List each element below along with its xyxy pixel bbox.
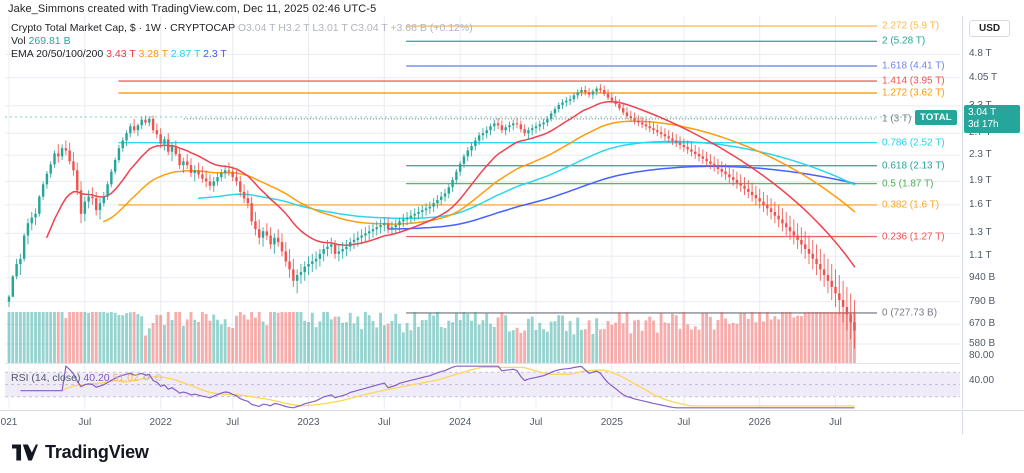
fib-level-label[interactable]: 0.618 (2.13 T)	[882, 160, 945, 172]
time-tick: 2025	[600, 417, 623, 428]
tradingview-logo[interactable]: TradingView	[12, 442, 149, 463]
legend-symbol-row[interactable]: Crypto Total Market Cap, $ · 1W · CRYPTO…	[11, 22, 473, 35]
current-price-value: 3.04 T	[968, 106, 997, 118]
eye-icon[interactable]	[142, 373, 151, 382]
fib-level-label[interactable]: 0.5 (1.87 T)	[882, 178, 934, 190]
price-axis[interactable]: USD 4.8 T4.05 T3.3 T2.7 T2.3 T1.9 T1.6 T…	[962, 16, 1024, 409]
time-tick: 2024	[449, 417, 472, 428]
legend-volume-row[interactable]: Vol 269.81 B	[11, 35, 473, 48]
price-tick: 4.05 T	[969, 71, 998, 83]
time-tick: Jul	[829, 417, 842, 428]
settings-icon[interactable]	[154, 373, 163, 382]
ema20-value: 3.43 T	[106, 48, 136, 60]
rsi-tick: 40.00	[969, 374, 995, 386]
ema50-value: 3.28 T	[138, 48, 168, 60]
fib-level-label[interactable]: 0.382 (1.6 T)	[882, 199, 940, 211]
bar-countdown: 3d 17h	[968, 118, 999, 130]
volume-label: Vol	[11, 35, 26, 47]
ohlc-low: L3.01 T	[312, 22, 348, 34]
price-tick: 1.6 T	[969, 198, 992, 210]
volume-value: 269.81 B	[28, 35, 71, 47]
price-pane[interactable]	[5, 16, 960, 363]
time-tick: 2026	[748, 417, 771, 428]
price-tick: 790 B	[969, 295, 996, 307]
fib-level-label[interactable]: 0 (727.73 B)	[882, 307, 938, 319]
legend-ema-row[interactable]: EMA 20/50/100/200 3.43 T 3.28 T 2.87 T 2…	[11, 48, 473, 61]
ohlc-change: +3.66 B (+0.12%)	[390, 22, 473, 34]
price-plot[interactable]	[5, 16, 960, 363]
ohlc-close: C3.04 T	[350, 22, 388, 34]
fib-level-label[interactable]: 1 (3 T)	[882, 113, 912, 125]
fib-level-label[interactable]: 0.786 (2.52 T)	[882, 137, 945, 149]
time-tick: Jul	[529, 417, 543, 428]
ema-label: EMA 20/50/100/200	[11, 48, 104, 60]
price-tick: 670 B	[969, 318, 996, 330]
price-tick: 1.1 T	[969, 250, 992, 262]
ohlc-high: H3.2 T	[278, 22, 310, 34]
current-price-badge[interactable]: 3.04 T 3d 17h	[964, 104, 1020, 133]
rsi-ma-value: 51.02	[112, 372, 139, 384]
time-tick: 2023	[297, 417, 320, 428]
price-tick: 4.8 T	[969, 48, 992, 60]
fib-level-label[interactable]: 0.236 (1.27 T)	[882, 231, 945, 243]
fib-level-label[interactable]: 2.272 (5.9 T)	[882, 20, 940, 32]
chart-frame[interactable]	[5, 16, 960, 409]
ema200-value: 2.3 T	[203, 48, 227, 60]
fib-level-label[interactable]: 1.272 (3.62 T)	[882, 87, 945, 99]
fib-level-label[interactable]: 1.414 (3.95 T)	[882, 75, 945, 87]
series-tag-total[interactable]: TOTAL	[915, 109, 957, 125]
time-axis[interactable]: 021 Jul 2022 Jul 2023 Jul 2024 Jul 2025 Jul 2026 Ju…	[0, 410, 1024, 434]
chart-legend[interactable]: Crypto Total Market Cap, $ · 1W · CRYPTO…	[11, 22, 473, 61]
rsi-plot[interactable]	[5, 365, 960, 409]
price-tick: 580 B	[969, 338, 996, 350]
fib-level-label[interactable]: 2 (5.28 T)	[882, 35, 926, 47]
attribution-text: Jake_Simmons created with TradingView.co…	[8, 3, 377, 15]
time-tick: 2022	[149, 417, 172, 428]
time-tick: Jul	[78, 417, 92, 428]
pane-separator	[5, 363, 960, 364]
time-tick: Jul	[677, 417, 691, 428]
tradingview-mark-icon	[12, 444, 38, 461]
time-tick: 021	[0, 417, 18, 428]
ema100-value: 2.87 T	[170, 48, 201, 60]
footer-bar: TradingView	[0, 434, 1024, 473]
price-tick: 1.9 T	[969, 175, 992, 187]
rsi-legend[interactable]: RSI (14, close) 40.20 51.02	[11, 372, 163, 384]
rsi-value: 40.20	[83, 372, 110, 384]
rsi-pane[interactable]	[5, 365, 960, 409]
price-tick: 2.3 T	[969, 149, 992, 161]
time-tick: Jul	[377, 417, 391, 428]
rsi-label: RSI (14, close)	[11, 372, 81, 384]
price-tick: 1.3 T	[969, 227, 992, 239]
time-tick: Jul	[226, 417, 240, 428]
fib-level-label[interactable]: 1.618 (4.41 T)	[882, 60, 945, 72]
tradingview-wordmark: TradingView	[45, 442, 149, 462]
ohlc-open: O3.04 T	[237, 22, 276, 34]
currency-chip[interactable]: USD	[969, 20, 1011, 37]
rsi-tick: 80.00	[969, 350, 995, 362]
axis-corner-divider	[962, 410, 963, 434]
symbol-title[interactable]: Crypto Total Market Cap, $ · 1W · CRYPTO…	[11, 22, 235, 34]
price-tick: 940 B	[969, 271, 996, 283]
